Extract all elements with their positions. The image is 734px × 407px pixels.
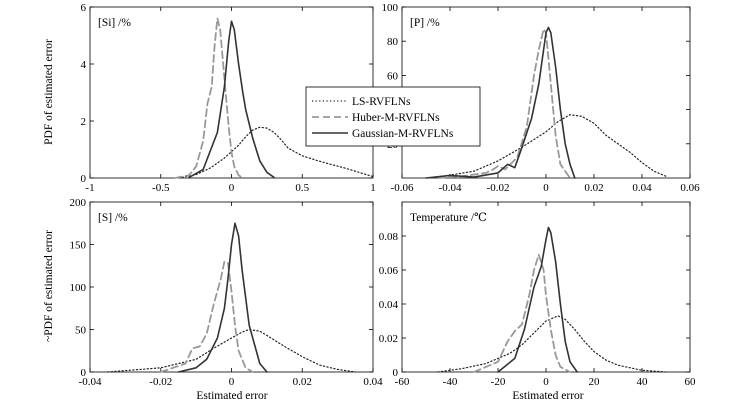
x-tick-label-p: 0 [543, 182, 549, 194]
series-line-ls-s [107, 328, 356, 373]
series-line-huber-s [159, 260, 254, 373]
y-tick-label-temp: 0.08 [379, 231, 399, 243]
x-tick-label-temp: 20 [589, 376, 601, 388]
series-line-gaussian-si [188, 20, 275, 179]
x-tick-label-p: 0.02 [584, 182, 603, 194]
legend-label-ls: LS-RVFLNs [352, 96, 411, 108]
x-tick-label-si: 1 [370, 182, 376, 194]
y-tick-label-temp: 0.04 [379, 299, 399, 311]
x-tick-label-temp: 40 [637, 376, 649, 388]
x-tick-label-s: -0.04 [79, 376, 102, 388]
x-tick-label-temp: -40 [443, 376, 458, 388]
panel-title-si: [Si] /% [98, 17, 131, 29]
y-tick-label-temp: 0 [393, 367, 399, 379]
x-tick-label-temp: 0 [543, 376, 549, 388]
x-tick-label-si: -0.5 [152, 182, 170, 194]
xlabel-left: Estimated error [196, 390, 267, 402]
y-tick-label-p: 60 [387, 70, 399, 82]
series-line-huber-temp [473, 253, 571, 373]
x-tick-label-s: 0.02 [293, 376, 312, 388]
x-tick-label-p: 0.06 [680, 182, 700, 194]
x-tick-label-p: -0.06 [391, 182, 414, 194]
panel-temp: -60 -40 -20 0 20 40 60 0 0.02 0.04 0.06 0.08 Tempera… [379, 201, 697, 388]
y-tick-label-s: 0 [81, 367, 87, 379]
ylabel-top: PDF of estimated error [43, 39, 55, 145]
panels: -1 -0.5 0 0.5 1 0 2 4 6 [Si] /% -0.06 -0.04 -0.02 0 0.… [70, 2, 701, 388]
y-tick-label-s: 150 [70, 240, 87, 252]
x-tick-label-s: -0.02 [149, 376, 172, 388]
y-tick-label-si: 0 [81, 173, 87, 185]
panel-si: -1 -0.5 0 0.5 1 0 2 4 6 [Si] /% [81, 2, 376, 194]
series-line-ls-temp [437, 315, 667, 373]
x-tick-label-s: 0 [229, 376, 235, 388]
x-tick-label-temp: 60 [685, 376, 697, 388]
x-tick-label-s: 0.04 [363, 376, 383, 388]
legend-label-huber: Huber-M-RVFLNs [352, 112, 440, 124]
y-tick-label-s: 50 [75, 325, 87, 337]
y-tick-label-si: 6 [81, 2, 87, 14]
ylabel-bottom-group: ~PDF of estimated error [43, 230, 55, 342]
x-tick-label-p: 0.04 [632, 182, 652, 194]
legend-label-gaussian: Gaussian-M-RVFLNs [352, 128, 454, 140]
y-tick-label-s: 100 [70, 282, 87, 294]
x-tick-label-p: -0.04 [439, 182, 462, 194]
y-tick-label-temp: 0.02 [379, 333, 398, 345]
ylabel-bottom-text: PDF of estimated error [43, 230, 55, 336]
series-line-gaussian-p [425, 26, 576, 179]
panel-s: -0.04 -0.02 0 0.02 0.04 0 50 100 150 200 [S] /% [70, 197, 384, 388]
panel-title-temp: Temperature /℃ [410, 212, 487, 224]
x-tick-label-si: 0 [229, 182, 235, 194]
series-line-huber-p [437, 28, 571, 179]
x-tick-label-temp: -20 [491, 376, 506, 388]
y-tick-label-p: 80 [387, 36, 399, 48]
ylabel-bottom: ~PDF of estimated error [43, 230, 55, 342]
series-line-ls-si [181, 126, 374, 178]
y-tick-label-si: 4 [81, 59, 87, 71]
y-tick-label-si: 2 [81, 116, 87, 128]
y-tick-label-p: 100 [382, 2, 399, 14]
legend: LS-RVFLNs Huber-M-RVFLNs Gaussian-M-RVFL… [305, 86, 481, 147]
series-line-gaussian-temp [497, 226, 579, 373]
x-tick-label-si: -1 [85, 182, 94, 194]
y-tick-label-s: 200 [70, 197, 87, 209]
panel-title-s: [S] /% [98, 212, 128, 224]
series-line-ls-p [437, 114, 667, 178]
y-tick-label-temp: 0.06 [379, 265, 399, 277]
x-tick-label-si: 0.5 [295, 182, 309, 194]
x-tick-label-p: -0.02 [487, 182, 510, 194]
ylabel-bottom-prefix: ~ [43, 336, 55, 342]
series-line-huber-si [173, 17, 244, 179]
series-line-gaussian-s [177, 222, 268, 373]
panel-title-p: [P] /% [410, 17, 440, 29]
xlabel-right: Estimated error [512, 390, 583, 402]
x-tick-label-temp: -60 [395, 376, 410, 388]
